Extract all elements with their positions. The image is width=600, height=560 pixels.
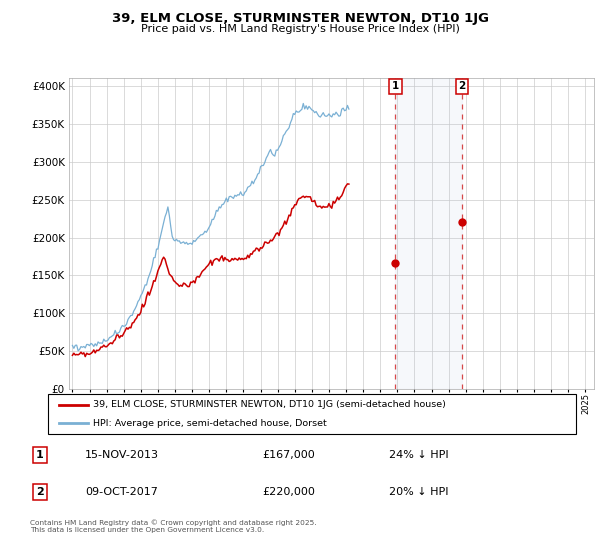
- Text: 20% ↓ HPI: 20% ↓ HPI: [389, 487, 448, 497]
- Text: 2: 2: [458, 81, 466, 91]
- Text: 09-OCT-2017: 09-OCT-2017: [85, 487, 158, 497]
- Text: 15-NOV-2013: 15-NOV-2013: [85, 450, 159, 460]
- Text: 1: 1: [36, 450, 44, 460]
- Text: 39, ELM CLOSE, STURMINSTER NEWTON, DT10 1JG: 39, ELM CLOSE, STURMINSTER NEWTON, DT10 …: [112, 12, 488, 25]
- FancyBboxPatch shape: [48, 394, 576, 434]
- Text: 39, ELM CLOSE, STURMINSTER NEWTON, DT10 1JG (semi-detached house): 39, ELM CLOSE, STURMINSTER NEWTON, DT10 …: [93, 400, 446, 409]
- Text: Price paid vs. HM Land Registry's House Price Index (HPI): Price paid vs. HM Land Registry's House …: [140, 24, 460, 34]
- Text: HPI: Average price, semi-detached house, Dorset: HPI: Average price, semi-detached house,…: [93, 419, 326, 428]
- Text: Contains HM Land Registry data © Crown copyright and database right 2025.
This d: Contains HM Land Registry data © Crown c…: [30, 520, 317, 533]
- Text: 2: 2: [36, 487, 44, 497]
- Text: 1: 1: [392, 81, 399, 91]
- Text: £220,000: £220,000: [262, 487, 315, 497]
- Bar: [395, 78, 462, 389]
- Text: £167,000: £167,000: [262, 450, 314, 460]
- Text: 24% ↓ HPI: 24% ↓ HPI: [389, 450, 448, 460]
